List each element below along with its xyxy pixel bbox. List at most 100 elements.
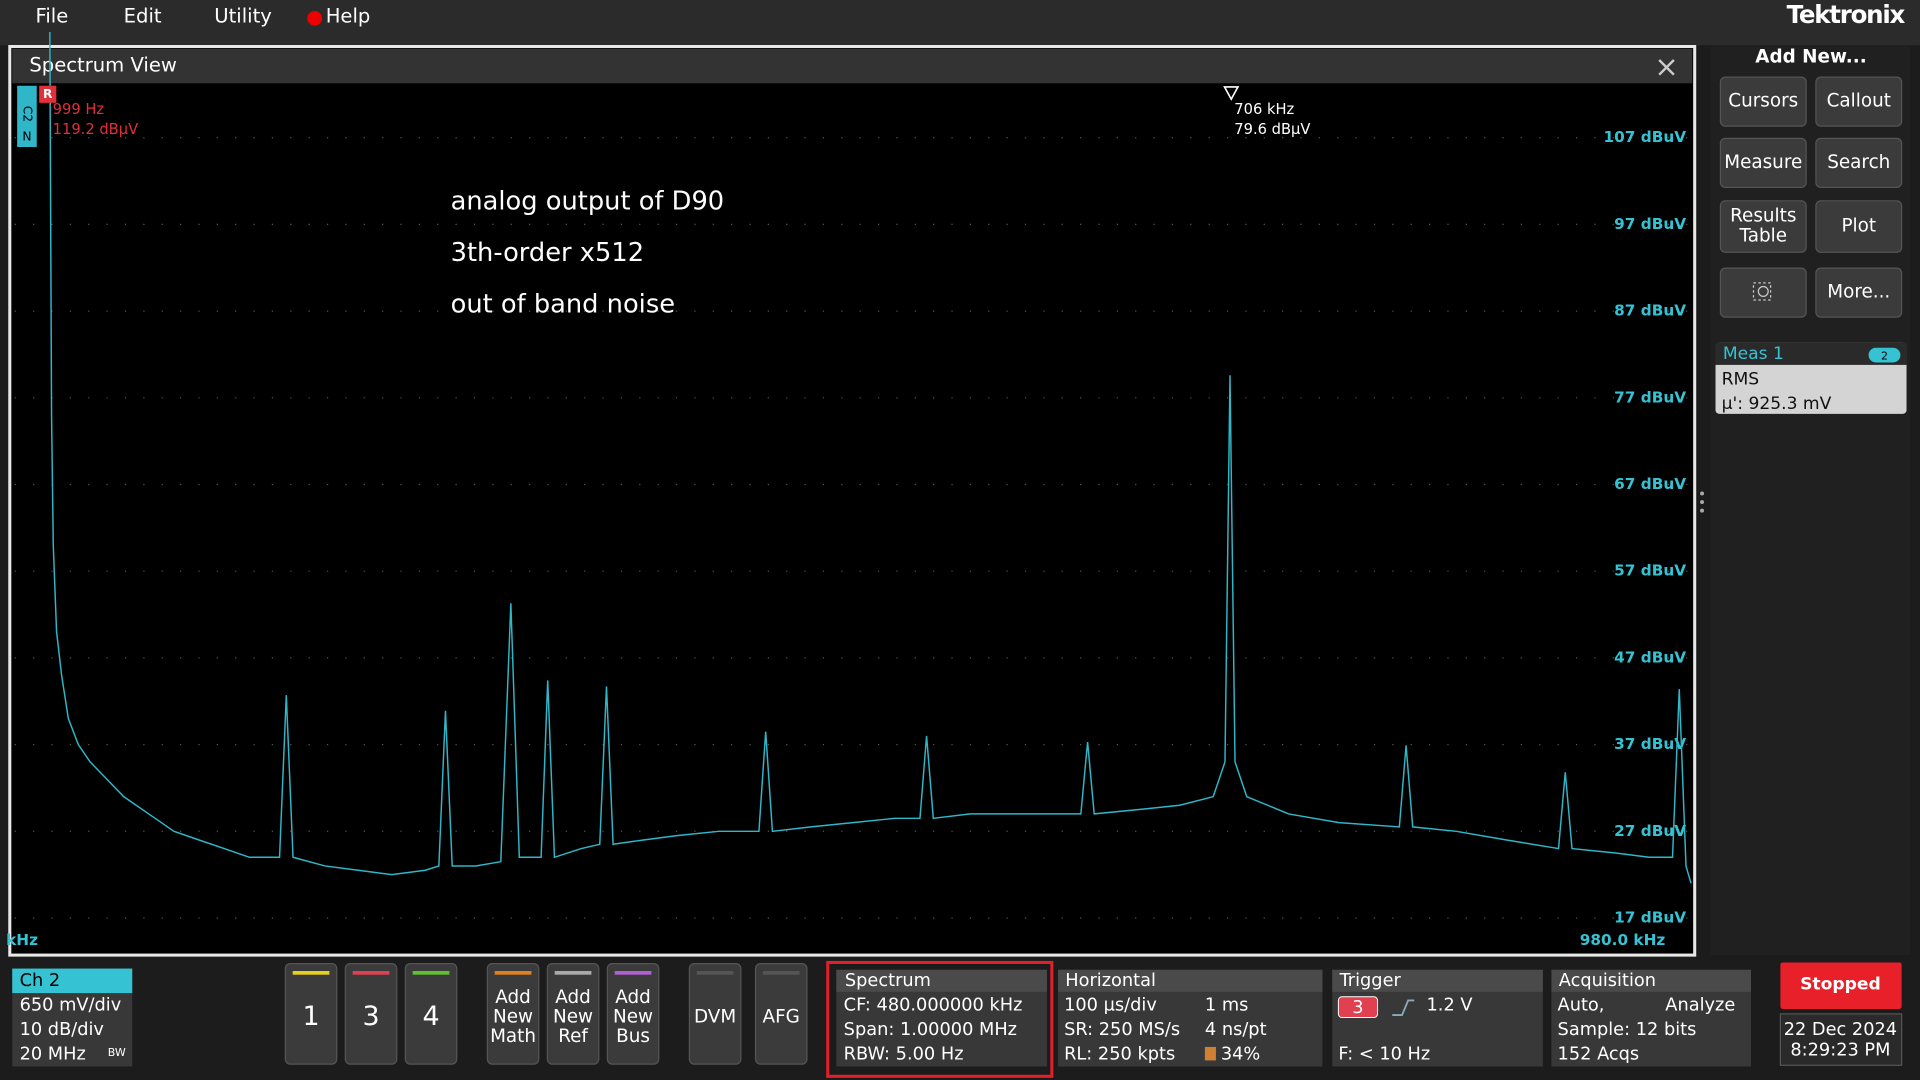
button[interactable] [1719,137,1807,188]
button[interactable] [486,963,540,1065]
button[interactable] [1815,76,1903,127]
menu-file[interactable]: File [36,5,69,28]
button[interactable] [546,963,600,1065]
button[interactable] [688,963,742,1065]
channel-line: 650 mV/div [20,995,122,1015]
button[interactable] [1815,200,1903,253]
button-label: Results [1730,206,1796,227]
zoom-icon [1752,282,1772,301]
marker-freq: 999 Hz [53,101,105,118]
acquisition-cell: Sample: 12 bits [1558,1020,1697,1040]
marker-freq: 706 kHz [1234,101,1294,118]
button-label: More... [1827,282,1890,303]
menu-utility[interactable]: Utility [214,5,272,28]
acquisition-cell: Auto, [1558,995,1605,1015]
menu-edit[interactable]: Edit [124,5,162,28]
run-stop-button[interactable] [1780,962,1902,1009]
button-label: Plot [1841,216,1876,237]
button-label: Add [555,987,591,1008]
spectrum-header [836,969,1047,992]
trigger-header [1332,969,1543,992]
channel-tag-sub: N [22,130,31,144]
button[interactable] [1719,267,1807,318]
y-tick-label: 87 dBuV [1614,302,1686,320]
lock-icon [1204,1046,1216,1061]
meas-chip-label: 2 [1881,349,1888,362]
y-tick-label: 47 dBuV [1614,648,1686,666]
spectrum-trace [49,31,1692,884]
meas-line: µ': 925.3 mV [1722,394,1832,414]
button-label: Add [495,987,531,1008]
spectrum-title: Spectrum [845,971,931,991]
button-stripe [412,971,450,975]
acquisition-title: Acquisition [1559,971,1656,991]
button[interactable] [754,963,808,1065]
button[interactable] [1719,200,1807,253]
handle [1700,491,1704,496]
button[interactable] [1815,267,1903,318]
date: 22 Dec 2024 [1784,1020,1897,1040]
slope-icon [1392,999,1415,1017]
button[interactable] [1719,76,1807,127]
time: 8:29:23 PM [1790,1041,1890,1061]
clock [1779,1013,1903,1066]
add-new-title: Add New... [1755,47,1866,68]
button-label: 1 [302,1001,319,1032]
button-label: New [613,1007,653,1028]
button-stripe [352,971,390,975]
y-tick-label: 17 dBuV [1614,908,1686,926]
window-titlebar [12,48,1693,84]
button-label: AFG [763,1007,800,1028]
meas-chip [1868,347,1901,363]
horizontal-cell: 100 µs/div [1064,995,1157,1015]
y-tick-label: 97 dBuV [1614,215,1686,233]
button[interactable] [344,963,398,1065]
button-label: Search [1827,152,1890,173]
channel-line: 20 MHz [20,1044,86,1064]
button-label: New [493,1007,533,1028]
handle [1700,508,1704,513]
button[interactable] [284,963,338,1065]
y-tick-label: 37 dBuV [1614,735,1686,753]
trigger-level: 1.2 V [1427,995,1473,1015]
y-tick-label: 67 dBuV [1614,475,1686,493]
horizontal-cell: 1 ms [1205,995,1248,1015]
button-label: Cursors [1728,91,1798,112]
y-tick-label: 77 dBuV [1614,388,1686,406]
acquisition-cell: 152 Acqs [1558,1044,1640,1064]
trigger-filter: F: < 10 Hz [1338,1044,1430,1064]
ref-marker [39,85,57,103]
button-label: 3 [362,1001,379,1032]
annotation: out of band noise [451,289,675,319]
button-label: DVM [694,1007,736,1028]
button-stripe [614,971,652,975]
horizontal-header [1057,969,1323,992]
trigger-source-chip [1337,996,1379,1019]
button-label: 4 [422,1001,439,1032]
button-label: New [553,1007,593,1028]
meas-header [1715,342,1907,365]
button[interactable] [1815,137,1903,188]
handle [1700,500,1704,504]
menu-help[interactable]: Help [326,5,371,28]
marker-level: 119.2 dBµV [53,121,139,138]
channel-line: 10 dB/div [20,1020,104,1040]
horizontal-title: Horizontal [1065,971,1156,991]
spectrum-line: CF: 480.000000 kHz [844,995,1023,1015]
button-label: Measure [1724,152,1802,173]
button[interactable] [404,963,458,1065]
annotation: 3th-order x512 [451,238,644,268]
close-button[interactable] [1658,59,1675,76]
button[interactable] [606,963,660,1065]
button-stripe [494,971,532,975]
acquisition-header [1551,969,1752,992]
x-tick-label: -20.0 kHz [0,931,38,949]
button-stripe [696,971,734,975]
y-tick-label: 107 dBuV [1604,128,1687,146]
menu-bar [0,0,1920,46]
plot-area: 107 dBuV 97 dBuV 87 dBuV 77 dBuV 67 dBuV 57 d… [0,31,1692,949]
horizontal-cell: 4 ns/pt [1205,1020,1267,1040]
help-dot [307,11,323,26]
